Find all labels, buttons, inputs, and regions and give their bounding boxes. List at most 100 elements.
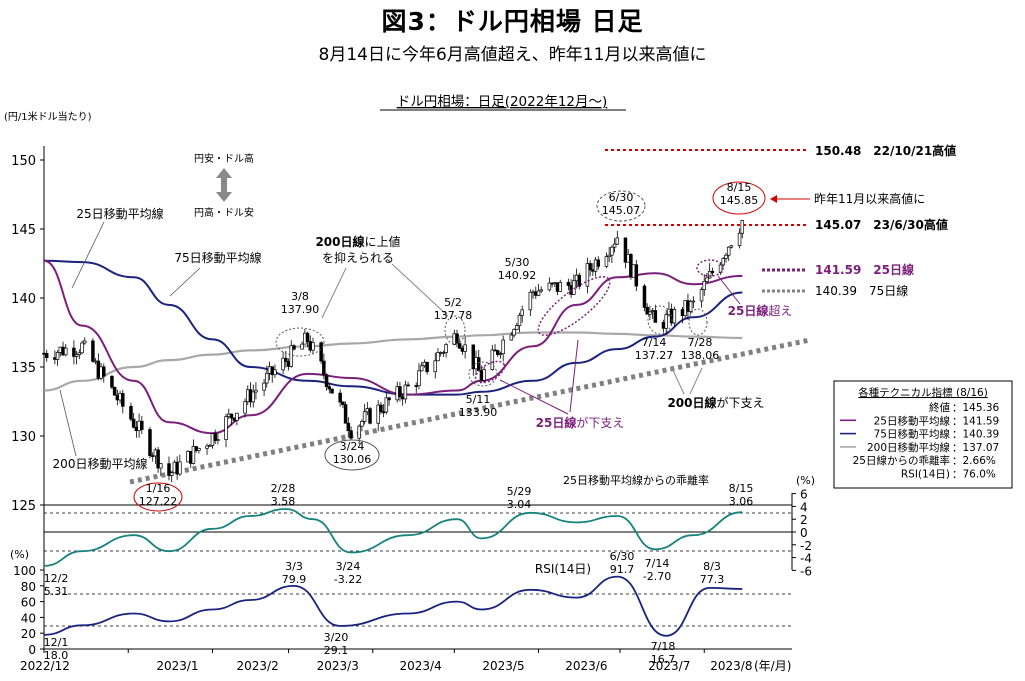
side-note: 昨年11月以来高値に [814, 191, 925, 206]
candle-body [539, 289, 543, 292]
candle-body [197, 447, 201, 451]
price-unit-label: (円/1米ドル当たり) [4, 110, 92, 123]
candle-body [129, 405, 133, 420]
indicator-value: ：140.39 [952, 429, 999, 441]
ma200-label: 200日移動平均線 [53, 456, 148, 471]
candle-body [520, 309, 524, 316]
candle-body [417, 370, 421, 387]
candle-body [645, 306, 649, 315]
rsi-tick-label: 0 [28, 643, 36, 657]
indicator-value: ：145.36 [952, 402, 1000, 414]
candle-body [322, 360, 326, 375]
dev-point-date: 12/2 [44, 572, 69, 585]
candle-body [691, 300, 696, 303]
x-tick-label: 2023/1 [156, 659, 198, 673]
dev-point-value: 3.04 [507, 498, 532, 511]
candle-body [729, 245, 734, 248]
candle-body [604, 256, 609, 267]
candle-body [444, 344, 448, 353]
point-highlight-3-24 [324, 439, 380, 471]
candle-body [281, 357, 285, 371]
candle-body [289, 345, 294, 367]
candle-body [737, 232, 742, 247]
candle-body [414, 385, 418, 387]
candle-body [131, 418, 136, 428]
candle-body [476, 357, 481, 371]
ma25-support-arrow-2 [569, 339, 579, 413]
point-value: 145.85 [720, 194, 759, 207]
ma200-cap-arrow-right [391, 263, 449, 317]
candle-body [91, 340, 95, 362]
point-value: 138.06 [681, 349, 720, 362]
candle-body [216, 439, 220, 441]
candle-body [455, 333, 459, 344]
ma25-label: 25日移動平均線 [76, 206, 163, 221]
point-value: 127.22 [139, 495, 178, 508]
candle-body [311, 342, 315, 351]
point-value: 137.90 [281, 303, 320, 316]
ma25-break-label: 25日線超え [728, 303, 793, 318]
point-date: 8/15 [727, 181, 752, 194]
candle-body [433, 360, 438, 373]
indicator-value: ：137.07 [952, 442, 999, 454]
candle-body [623, 237, 628, 263]
candlesticks [42, 219, 745, 483]
point-date: 5/2 [444, 296, 462, 309]
candle-body [547, 282, 552, 291]
candle-body [77, 352, 82, 355]
dev-point-value: 3.06 [729, 495, 754, 508]
trend-line [129, 337, 811, 485]
candle-body [360, 421, 364, 427]
legend-high-145: 145.07 23/6/30高値 [815, 217, 948, 232]
dev-panel-title: 25日移動平均線からの乖離率 [563, 473, 709, 487]
candle-body [55, 352, 60, 360]
dev-point-date: 7/14 [645, 557, 670, 570]
candle-body [615, 237, 620, 245]
legend-ma75: 140.39 75日線 [815, 283, 908, 298]
candle-body [254, 389, 258, 393]
candle-body [558, 282, 562, 292]
candle-body [63, 347, 68, 356]
rsi-point-value: 29.1 [324, 644, 349, 657]
candle-body [207, 445, 212, 447]
candle-body [74, 354, 79, 357]
point-highlight-5-11 [468, 361, 498, 387]
x-tick-label: (年/月) [754, 659, 791, 673]
ma25-break-arrow [717, 275, 741, 305]
rsi-unit-label: (%) [10, 548, 29, 561]
legend-ma25: 141.59 25日線 [815, 262, 914, 277]
indicator-label: 25日移動平均線 [874, 414, 951, 427]
candle-body [368, 408, 372, 424]
candle-body [482, 369, 486, 381]
rsi-point-date: 3/20 [324, 631, 349, 644]
dev-tick-label: 6 [800, 488, 808, 502]
candle-body [300, 343, 304, 350]
candle-body [471, 344, 476, 370]
candle-body [672, 309, 677, 324]
candle-body [710, 270, 715, 274]
page-subtitle: 8月14日に今年6月高値超え、昨年11月以来高値に [318, 45, 707, 65]
candle-body [346, 422, 351, 432]
candle-body [536, 290, 541, 296]
dev-point-value: 3.58 [271, 495, 296, 508]
dev-point-value: -3.22 [334, 573, 362, 586]
rsi-tick-label: 100 [13, 564, 36, 578]
indicator-label: 終値 [929, 401, 950, 414]
indicator-label: 200日移動平均線 [867, 441, 951, 454]
candle-body [72, 347, 76, 357]
dev-point-date: 8/15 [729, 482, 754, 495]
candle-body [724, 254, 728, 259]
rsi-tick-label: 40 [21, 611, 36, 625]
rsi-point-value: 91.7 [610, 563, 635, 576]
candle-body [512, 329, 516, 336]
page-title: 図3：ドル円相場 日足 [381, 7, 644, 36]
candle-body [121, 393, 125, 407]
candle-body [338, 392, 342, 403]
indicator-box [833, 380, 1013, 489]
dev-point-date: 2/28 [271, 482, 296, 495]
x-tick-label: 2023/6 [565, 659, 607, 673]
candle-body [406, 384, 410, 387]
candle-body [330, 388, 334, 394]
candle-body [517, 314, 522, 326]
indicator-label: 75日移動平均線 [874, 428, 951, 441]
